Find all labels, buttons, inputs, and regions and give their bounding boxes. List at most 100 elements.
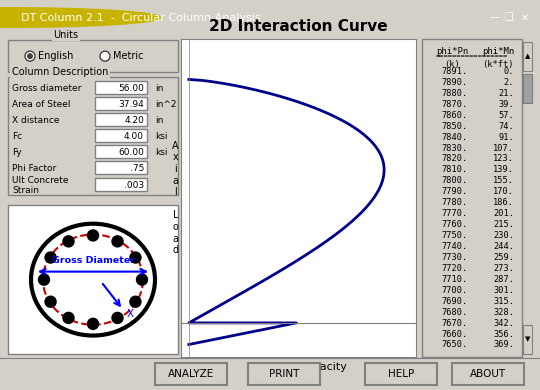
- FancyBboxPatch shape: [95, 97, 147, 110]
- FancyBboxPatch shape: [452, 363, 524, 385]
- Text: —: —: [489, 12, 499, 23]
- Text: 0.: 0.: [504, 67, 514, 76]
- Text: 7760.: 7760.: [441, 220, 467, 229]
- FancyBboxPatch shape: [155, 363, 227, 385]
- Text: 7730.: 7730.: [441, 253, 467, 262]
- Circle shape: [63, 312, 74, 323]
- Text: in: in: [155, 84, 164, 93]
- Text: 7800.: 7800.: [441, 176, 467, 185]
- Text: 186.: 186.: [493, 198, 514, 207]
- Text: 56.00: 56.00: [118, 84, 144, 93]
- Text: 7830.: 7830.: [441, 144, 467, 152]
- Text: ▲: ▲: [525, 53, 530, 60]
- Text: Metric: Metric: [113, 51, 144, 61]
- FancyBboxPatch shape: [95, 113, 147, 126]
- Text: phi*Mn: phi*Mn: [482, 47, 514, 56]
- Text: Units: Units: [53, 30, 78, 40]
- Text: 4.00: 4.00: [124, 132, 144, 141]
- Text: 7891.: 7891.: [441, 67, 467, 76]
- Text: 4.20: 4.20: [124, 116, 144, 125]
- Text: 7810.: 7810.: [441, 165, 467, 174]
- Text: 315.: 315.: [493, 297, 514, 306]
- Text: =================: =================: [436, 53, 508, 59]
- Text: phi*Pn: phi*Pn: [436, 47, 468, 56]
- Text: 7710.: 7710.: [441, 275, 467, 284]
- X-axis label: Moment Capacity: Moment Capacity: [249, 362, 347, 372]
- Circle shape: [112, 312, 123, 323]
- Text: 369.: 369.: [493, 340, 514, 349]
- FancyBboxPatch shape: [523, 74, 532, 103]
- Text: (k): (k): [444, 60, 460, 69]
- Text: 7840.: 7840.: [441, 133, 467, 142]
- Text: 39.: 39.: [498, 100, 514, 109]
- Text: 7750.: 7750.: [441, 231, 467, 240]
- FancyBboxPatch shape: [8, 40, 178, 72]
- Text: Area of Steel: Area of Steel: [12, 100, 71, 109]
- Text: (k*ft): (k*ft): [482, 60, 514, 69]
- FancyBboxPatch shape: [523, 325, 532, 354]
- Circle shape: [45, 296, 56, 307]
- Circle shape: [137, 274, 147, 285]
- Text: in: in: [155, 116, 164, 125]
- Text: 356.: 356.: [493, 330, 514, 339]
- FancyBboxPatch shape: [95, 129, 147, 142]
- Text: 139.: 139.: [493, 165, 514, 174]
- Text: 2.: 2.: [504, 78, 514, 87]
- Circle shape: [63, 236, 74, 247]
- Circle shape: [100, 51, 110, 61]
- Circle shape: [87, 318, 98, 329]
- Text: 7850.: 7850.: [441, 122, 467, 131]
- Text: 123.: 123.: [493, 154, 514, 163]
- Text: ABOUT: ABOUT: [470, 369, 506, 379]
- Text: 7690.: 7690.: [441, 297, 467, 306]
- Text: X distance: X distance: [12, 116, 59, 125]
- Text: Strain: Strain: [12, 186, 39, 195]
- Text: 155.: 155.: [493, 176, 514, 185]
- Text: HELP: HELP: [388, 369, 414, 379]
- Circle shape: [87, 230, 98, 241]
- Text: .003: .003: [124, 181, 144, 190]
- Text: 7700.: 7700.: [441, 286, 467, 295]
- Text: Fy: Fy: [12, 148, 22, 157]
- Text: ksi: ksi: [155, 148, 167, 157]
- Text: 273.: 273.: [493, 264, 514, 273]
- Text: X: X: [127, 309, 134, 319]
- Text: 301.: 301.: [493, 286, 514, 295]
- Text: .75: .75: [130, 164, 144, 173]
- Text: 7820.: 7820.: [441, 154, 467, 163]
- Text: 7660.: 7660.: [441, 330, 467, 339]
- Text: 259.: 259.: [493, 253, 514, 262]
- Text: 7880.: 7880.: [441, 89, 467, 98]
- Text: in^2: in^2: [155, 100, 177, 109]
- Text: 215.: 215.: [493, 220, 514, 229]
- FancyBboxPatch shape: [248, 363, 320, 385]
- FancyBboxPatch shape: [95, 81, 147, 94]
- Text: 342.: 342.: [493, 319, 514, 328]
- Text: 37.94: 37.94: [118, 100, 144, 109]
- Text: 60.00: 60.00: [118, 148, 144, 157]
- Text: 287.: 287.: [493, 275, 514, 284]
- Text: English: English: [38, 51, 73, 61]
- Text: 7650.: 7650.: [441, 340, 467, 349]
- FancyBboxPatch shape: [8, 206, 178, 354]
- Text: ✕: ✕: [520, 12, 529, 23]
- Text: 170.: 170.: [493, 187, 514, 196]
- Text: Ult Concrete: Ult Concrete: [12, 176, 69, 185]
- Text: 7740.: 7740.: [441, 242, 467, 251]
- FancyBboxPatch shape: [95, 161, 147, 174]
- Y-axis label: A
x
i
a
l
 
L
o
a
d: A x i a l L o a d: [172, 141, 179, 255]
- Text: ksi: ksi: [155, 132, 167, 141]
- Circle shape: [27, 53, 33, 59]
- Text: 7770.: 7770.: [441, 209, 467, 218]
- Text: 328.: 328.: [493, 308, 514, 317]
- Circle shape: [45, 252, 56, 263]
- Text: 7890.: 7890.: [441, 78, 467, 87]
- Text: DT Column 2.1  -  Circular Column Analysis: DT Column 2.1 - Circular Column Analysis: [21, 12, 260, 23]
- Text: 201.: 201.: [493, 209, 514, 218]
- Text: 21.: 21.: [498, 89, 514, 98]
- FancyBboxPatch shape: [95, 145, 147, 158]
- Text: 91.: 91.: [498, 133, 514, 142]
- Text: 244.: 244.: [493, 242, 514, 251]
- Title: 2D Interaction Curve: 2D Interaction Curve: [209, 19, 388, 34]
- Text: ▼: ▼: [525, 336, 530, 342]
